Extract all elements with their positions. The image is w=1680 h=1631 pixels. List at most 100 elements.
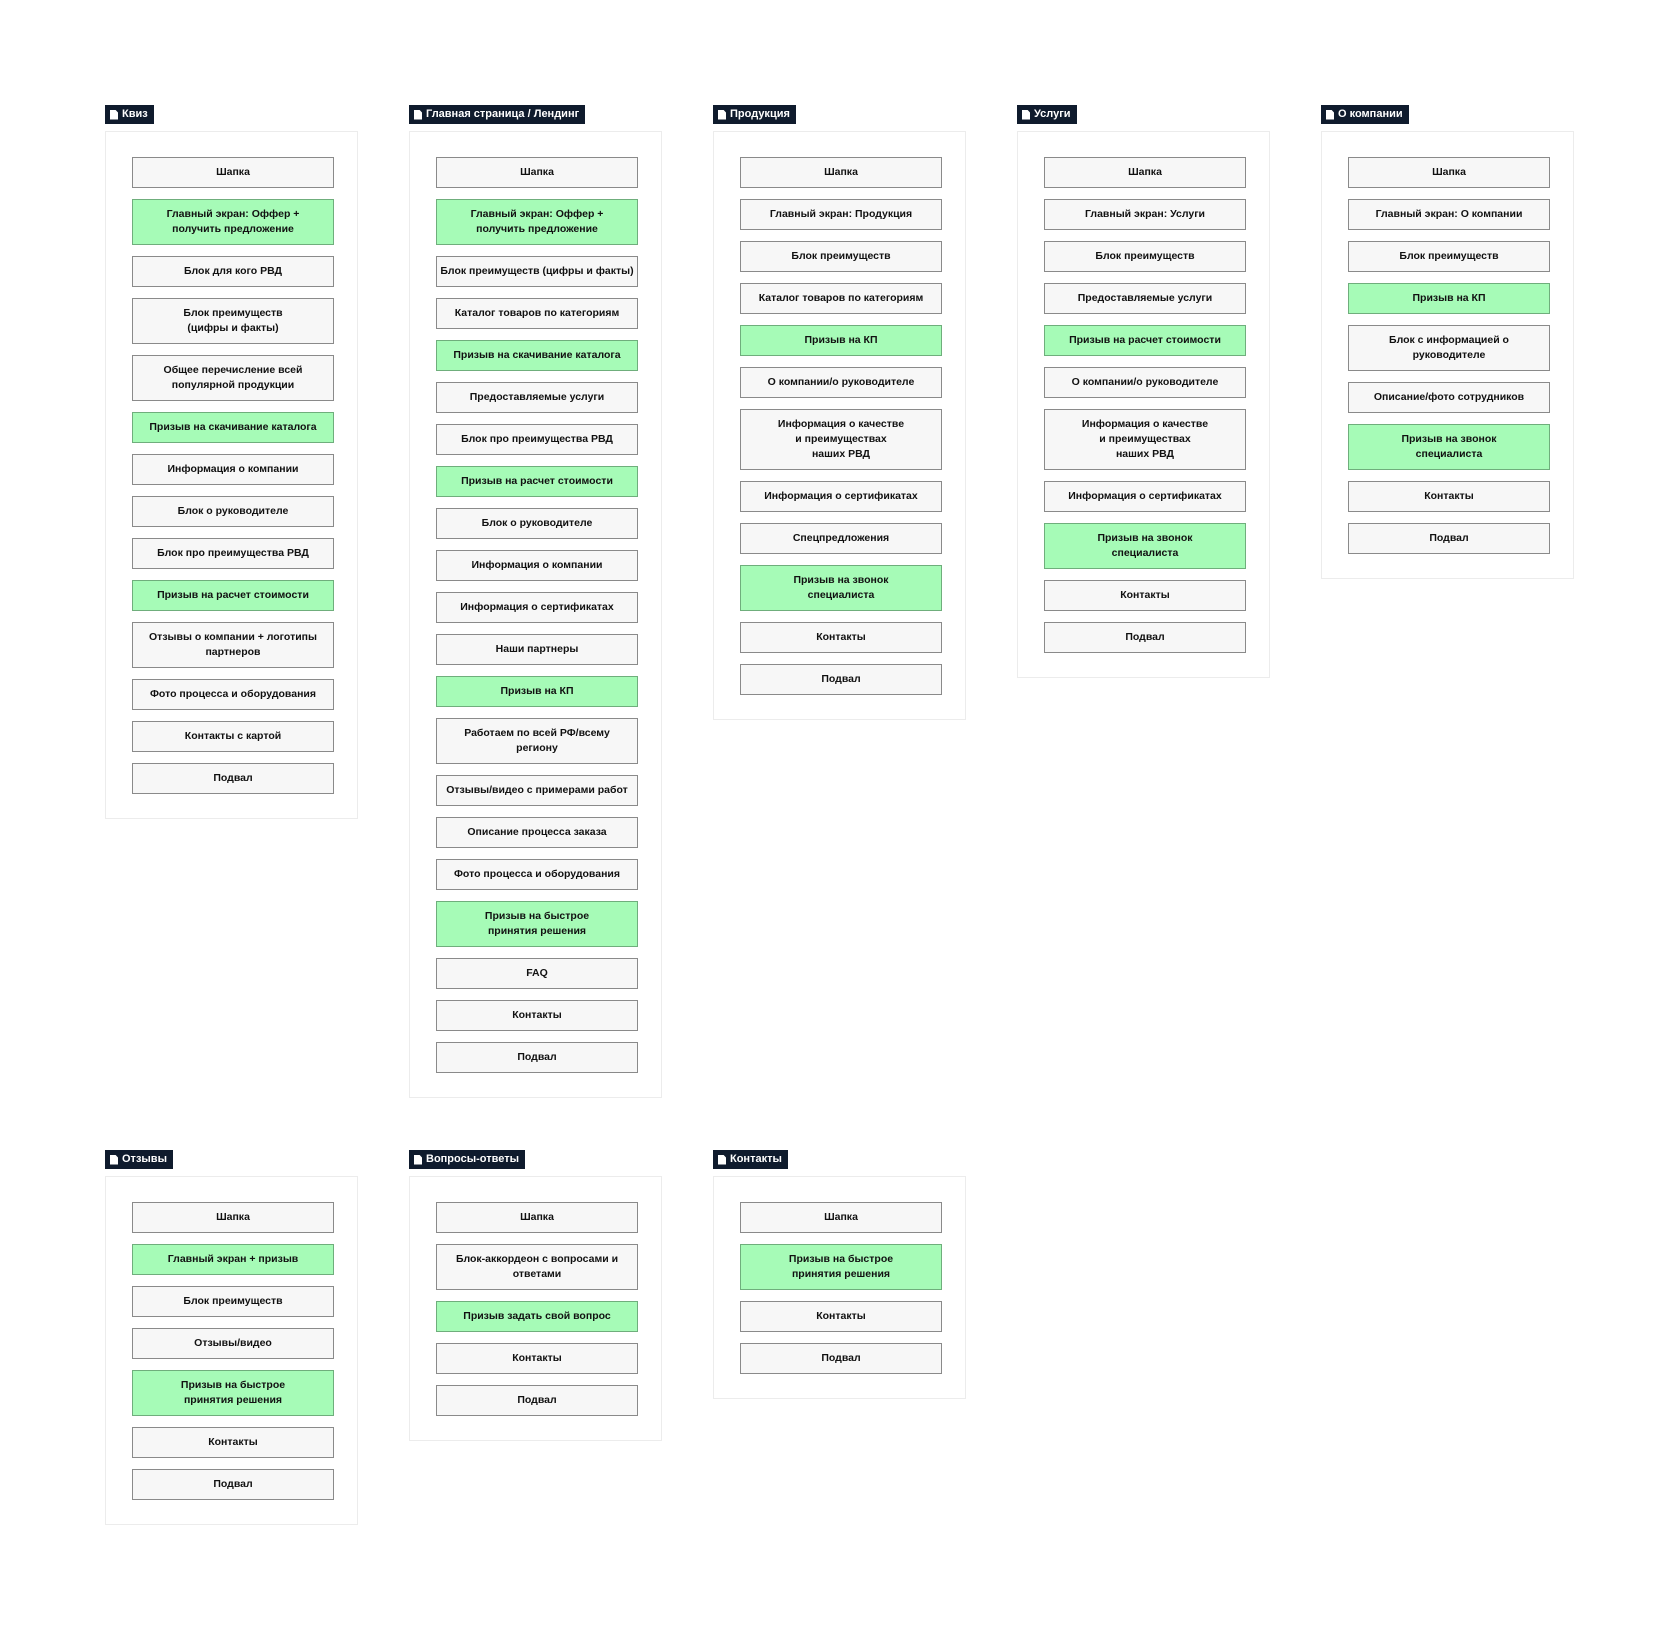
page-title-tag: Услуги	[1017, 105, 1077, 124]
content-block: Фото процесса и оборудования	[132, 679, 334, 710]
content-block: Главный экран: Продукция	[740, 199, 942, 230]
page-title: Продукция	[730, 108, 790, 120]
content-block: Подвал	[740, 1343, 942, 1374]
content-block: Блок с информацией о руководителе	[1348, 325, 1550, 371]
document-icon	[1326, 109, 1334, 120]
content-block: Работаем по всей РФ/всему региону	[436, 718, 638, 764]
content-block: Контакты	[1044, 580, 1246, 611]
content-block: Описание процесса заказа	[436, 817, 638, 848]
content-block: Шапка	[1044, 157, 1246, 188]
content-block: Подвал	[132, 763, 334, 794]
document-icon	[110, 1154, 118, 1165]
page-title-tag: Контакты	[713, 1150, 788, 1169]
page-title: Контакты	[730, 1153, 782, 1165]
content-block: Шапка	[740, 157, 942, 188]
page-title: Услуги	[1034, 108, 1071, 120]
page-title: Квиз	[122, 108, 148, 120]
page-structure-card: Шапка Главный экран: Услуги Блок преимущес…	[1017, 131, 1270, 678]
content-block: Блок преимуществ	[132, 1286, 334, 1317]
cta-block: Призыв на быстрое принятия решения	[436, 901, 638, 947]
content-block: Отзывы/видео	[132, 1328, 334, 1359]
content-block: Фото процесса и оборудования	[436, 859, 638, 890]
cta-block: Призыв на расчет стоимости	[132, 580, 334, 611]
content-block: Блок про преимущества РВД	[436, 424, 638, 455]
page-structure-card: Шапка Блок-аккордеон с вопросами и ответа…	[409, 1176, 662, 1441]
cta-block: Призыв на звонок специалиста	[740, 565, 942, 611]
content-block: Информация о качестве и преимуществах на…	[1044, 409, 1246, 470]
document-icon	[1022, 109, 1030, 120]
content-block: Блок о руководителе	[132, 496, 334, 527]
content-block: Шапка	[1348, 157, 1550, 188]
content-block: Подвал	[1044, 622, 1246, 653]
cta-block: Призыв на звонок специалиста	[1348, 424, 1550, 470]
content-block: Подвал	[132, 1469, 334, 1500]
content-block: Отзывы/видео с примерами работ	[436, 775, 638, 806]
content-block: Главный экран: О компании	[1348, 199, 1550, 230]
page-structure-card: Шапка Главный экран: О компании Блок преим…	[1321, 131, 1574, 579]
content-block: Спецпредложения	[740, 523, 942, 554]
content-block: Подвал	[436, 1042, 638, 1073]
content-block: FAQ	[436, 958, 638, 989]
content-block: Контакты	[436, 1343, 638, 1374]
content-block: Блок-аккордеон с вопросами и ответами	[436, 1244, 638, 1290]
content-block: Блок преимуществ	[1348, 241, 1550, 272]
page-structure-card: Шапка Главный экран + призыв Блок преимуще…	[105, 1176, 358, 1525]
content-block: Контакты с картой	[132, 721, 334, 752]
page-title-tag: О компании	[1321, 105, 1409, 124]
cta-block: Призыв на звонок специалиста	[1044, 523, 1246, 569]
document-icon	[718, 109, 726, 120]
cta-block: Призыв на быстрое принятия решения	[740, 1244, 942, 1290]
content-block: Контакты	[740, 622, 942, 653]
page-title-tag: Квиз	[105, 105, 154, 124]
content-block: Шапка	[436, 157, 638, 188]
page-title: Главная страница / Лендинг	[426, 108, 580, 120]
content-block: Шапка	[740, 1202, 942, 1233]
content-block: Главный экран: Услуги	[1044, 199, 1246, 230]
cta-block: Главный экран: Оффер + получить предложе…	[132, 199, 334, 245]
content-block: Блок про преимущества РВД	[132, 538, 334, 569]
cta-block: Призыв на быстрое принятия решения	[132, 1370, 334, 1416]
content-block: Шапка	[132, 1202, 334, 1233]
page-title: О компании	[1338, 108, 1403, 120]
page-structure-card: Шапка Призыв на быстрое принятия решения К…	[713, 1176, 966, 1399]
content-block: Блок преимуществ (цифры и факты)	[132, 298, 334, 344]
cta-block: Призыв на расчет стоимости	[1044, 325, 1246, 356]
cta-block: Призыв на расчет стоимости	[436, 466, 638, 497]
cta-block: Призыв на КП	[436, 676, 638, 707]
document-icon	[414, 109, 422, 120]
page-structure-card: Шапка Главный экран: Продукция Блок преиму…	[713, 131, 966, 720]
content-block: Блок для кого РВД	[132, 256, 334, 287]
document-icon	[414, 1154, 422, 1165]
content-block: Шапка	[132, 157, 334, 188]
content-block: Блок преимуществ (цифры и факты)	[436, 256, 638, 287]
content-block: Предоставляемые услуги	[1044, 283, 1246, 314]
page-structure-card: Шапка Главный экран: Оффер + получить пре…	[409, 131, 662, 1098]
content-block: Подвал	[740, 664, 942, 695]
document-icon	[718, 1154, 726, 1165]
content-block: Общее перечисление всей популярной проду…	[132, 355, 334, 401]
content-block: Блок преимуществ	[740, 241, 942, 272]
content-block: Контакты	[436, 1000, 638, 1031]
content-block: Шапка	[436, 1202, 638, 1233]
cta-block: Призыв на КП	[740, 325, 942, 356]
content-block: Информация о качестве и преимуществах на…	[740, 409, 942, 470]
cta-block: Призыв на КП	[1348, 283, 1550, 314]
content-block: Блок о руководителе	[436, 508, 638, 539]
content-block: Информация о компании	[436, 550, 638, 581]
page-title-tag: Отзывы	[105, 1150, 173, 1169]
content-block: Каталог товаров по категориям	[740, 283, 942, 314]
page-title: Вопросы-ответы	[426, 1153, 519, 1165]
content-block: Контакты	[132, 1427, 334, 1458]
content-block: Информация о сертификатах	[740, 481, 942, 512]
cta-block: Призыв на скачивание каталога	[132, 412, 334, 443]
content-block: Информация о компании	[132, 454, 334, 485]
page-title: Отзывы	[122, 1153, 167, 1165]
page-title-tag: Продукция	[713, 105, 796, 124]
content-block: О компании/о руководителе	[740, 367, 942, 398]
content-block: Отзывы о компании + логотипы партнеров	[132, 622, 334, 668]
content-block: Описание/фото сотрудников	[1348, 382, 1550, 413]
cta-block: Главный экран + призыв	[132, 1244, 334, 1275]
content-block: Информация о сертификатах	[1044, 481, 1246, 512]
content-block: Информация о сертификатах	[436, 592, 638, 623]
content-block: Предоставляемые услуги	[436, 382, 638, 413]
